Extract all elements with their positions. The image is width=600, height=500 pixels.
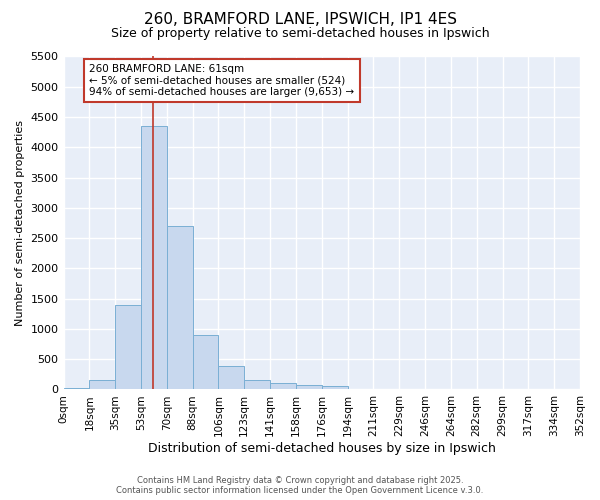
Bar [218, 366, 244, 390]
Bar [244, 380, 270, 390]
Bar [270, 384, 296, 390]
Text: Size of property relative to semi-detached houses in Ipswich: Size of property relative to semi-detach… [110, 28, 490, 40]
X-axis label: Distribution of semi-detached houses by size in Ipswich: Distribution of semi-detached houses by … [148, 442, 496, 455]
Bar [89, 380, 115, 390]
Y-axis label: Number of semi-detached properties: Number of semi-detached properties [15, 120, 25, 326]
Bar [115, 304, 141, 390]
Bar [141, 126, 167, 390]
Bar [193, 335, 218, 390]
Bar [296, 385, 322, 390]
Text: Contains HM Land Registry data © Crown copyright and database right 2025.
Contai: Contains HM Land Registry data © Crown c… [116, 476, 484, 495]
Text: 260, BRAMFORD LANE, IPSWICH, IP1 4ES: 260, BRAMFORD LANE, IPSWICH, IP1 4ES [143, 12, 457, 28]
Bar [322, 386, 347, 390]
Bar [347, 389, 373, 390]
Bar [167, 226, 193, 390]
Bar [64, 388, 89, 390]
Text: 260 BRAMFORD LANE: 61sqm
← 5% of semi-detached houses are smaller (524)
94% of s: 260 BRAMFORD LANE: 61sqm ← 5% of semi-de… [89, 64, 355, 97]
